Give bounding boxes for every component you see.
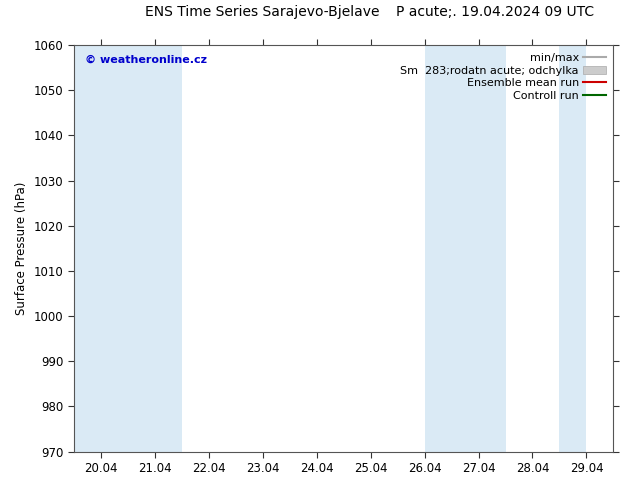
Bar <box>559 45 586 452</box>
Bar <box>74 45 182 452</box>
Bar <box>425 45 505 452</box>
Text: © weatheronline.cz: © weatheronline.cz <box>84 55 207 65</box>
Text: ENS Time Series Sarajevo-Bjelave: ENS Time Series Sarajevo-Bjelave <box>145 5 380 19</box>
Y-axis label: Surface Pressure (hPa): Surface Pressure (hPa) <box>15 182 28 315</box>
Text: P acute;. 19.04.2024 09 UTC: P acute;. 19.04.2024 09 UTC <box>396 5 594 19</box>
Legend: min/max, Sm  283;rodatn acute; odchylka, Ensemble mean run, Controll run: min/max, Sm 283;rodatn acute; odchylka, … <box>398 50 608 103</box>
